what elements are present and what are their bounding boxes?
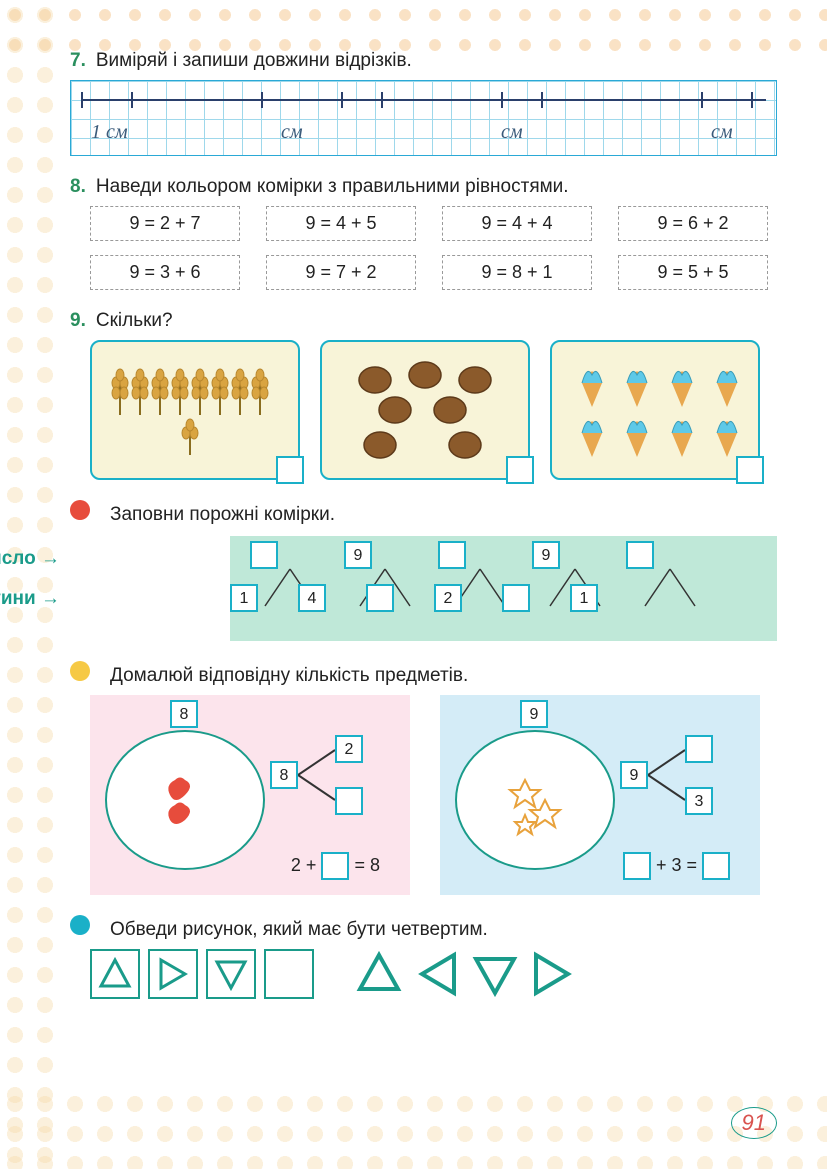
task-text: Заповни порожні комірки. bbox=[110, 504, 335, 526]
task-num: 8. bbox=[70, 176, 86, 198]
cm-unit: см bbox=[281, 121, 303, 144]
option-down[interactable] bbox=[470, 949, 520, 999]
task-num: 9. bbox=[70, 310, 86, 332]
fork-a[interactable] bbox=[685, 735, 713, 763]
blue-card: 9 9 3 + 3 = bbox=[440, 695, 760, 895]
shape-1 bbox=[90, 949, 140, 999]
equation-box: 9 = 4 + 4 bbox=[442, 206, 592, 241]
equation-box: 9 = 3 + 6 bbox=[90, 255, 240, 290]
option-up[interactable] bbox=[354, 949, 404, 999]
bot-box: 1 bbox=[570, 584, 598, 612]
equation-box: 9 = 8 + 1 bbox=[442, 255, 592, 290]
yellow-bullet-icon bbox=[70, 661, 90, 681]
task-text: Домалюй відповідну кількість предметів. bbox=[110, 665, 468, 687]
icecream-icons bbox=[562, 355, 748, 465]
top-box[interactable] bbox=[626, 541, 654, 569]
shape-4-empty[interactable] bbox=[264, 949, 314, 999]
task-10: Заповни порожні комірки. Число → Його ча… bbox=[70, 500, 777, 641]
equation: + 3 = bbox=[623, 852, 730, 880]
cm-unit: см bbox=[711, 121, 733, 144]
cm-label: 1 см bbox=[91, 121, 128, 144]
task-7: 7. Виміряй і запиши довжини відрізків. 1… bbox=[70, 50, 777, 156]
fork-diagram: 8 2 bbox=[280, 735, 380, 821]
label-parts: Його частини → bbox=[0, 588, 60, 610]
top-box: 9 bbox=[344, 541, 372, 569]
answer-box[interactable] bbox=[736, 456, 764, 484]
fork-b: 3 bbox=[685, 787, 713, 815]
options bbox=[354, 949, 578, 999]
nuts-card bbox=[320, 340, 530, 480]
shape-2 bbox=[148, 949, 198, 999]
ruler-grid: 1 см см см см bbox=[70, 80, 777, 156]
pink-card: 8 8 2 2 + = 8 bbox=[90, 695, 410, 895]
equation-box: 9 = 7 + 2 bbox=[266, 255, 416, 290]
task-text: Скільки? bbox=[96, 310, 173, 332]
task-text: Обведи рисунок, який має бути четвертим. bbox=[110, 919, 488, 941]
equation-box: 9 = 6 + 2 bbox=[618, 206, 768, 241]
pattern-sequence bbox=[90, 949, 314, 999]
bot-box: 4 bbox=[298, 584, 326, 612]
blank[interactable] bbox=[321, 852, 349, 880]
answer-box[interactable] bbox=[276, 456, 304, 484]
number-chain: 9 9 1 4 2 1 bbox=[230, 536, 777, 641]
answer-box[interactable] bbox=[506, 456, 534, 484]
red-bullet-icon bbox=[70, 500, 90, 520]
task-8: 8. Наведи кольором комірки з правильними… bbox=[70, 176, 777, 290]
label-number: Число → bbox=[0, 548, 60, 570]
fork-diagram: 9 3 bbox=[630, 735, 730, 821]
top-num: 8 bbox=[170, 700, 198, 728]
task-num: 7. bbox=[70, 50, 86, 72]
top-box: 9 bbox=[532, 541, 560, 569]
task-text: Виміряй і запиши довжини відрізків. bbox=[96, 50, 412, 72]
equation-box: 9 = 2 + 7 bbox=[90, 206, 240, 241]
fork-root: 9 bbox=[620, 761, 648, 789]
equation-box: 9 = 5 + 5 bbox=[618, 255, 768, 290]
equation-box: 9 = 4 + 5 bbox=[266, 206, 416, 241]
cm-unit: см bbox=[501, 121, 523, 144]
shape-3 bbox=[206, 949, 256, 999]
page-number: 91 bbox=[731, 1107, 777, 1139]
bot-box[interactable] bbox=[366, 584, 394, 612]
teal-bullet-icon bbox=[70, 915, 90, 935]
fork-b[interactable] bbox=[335, 787, 363, 815]
bot-box: 2 bbox=[434, 584, 462, 612]
wheat-icons bbox=[105, 355, 285, 465]
task-12: Обведи рисунок, який має бути четвертим. bbox=[70, 915, 777, 999]
nut-icons bbox=[335, 355, 515, 465]
oval bbox=[455, 730, 615, 870]
oval bbox=[105, 730, 265, 870]
equation: 2 + = 8 bbox=[291, 852, 380, 880]
top-box[interactable] bbox=[250, 541, 278, 569]
option-right[interactable] bbox=[528, 949, 578, 999]
task-9: 9. Скільки? bbox=[70, 310, 777, 480]
blank[interactable] bbox=[702, 852, 730, 880]
option-left[interactable] bbox=[412, 949, 462, 999]
fork-a: 2 bbox=[335, 735, 363, 763]
task-11: Домалюй відповідну кількість предметів. … bbox=[70, 661, 777, 895]
bot-box[interactable] bbox=[502, 584, 530, 612]
task-text: Наведи кольором комірки з правильними рі… bbox=[96, 176, 569, 198]
fork-root: 8 bbox=[270, 761, 298, 789]
blank[interactable] bbox=[623, 852, 651, 880]
top-box[interactable] bbox=[438, 541, 466, 569]
icecream-card bbox=[550, 340, 760, 480]
wheat-card bbox=[90, 340, 300, 480]
bot-box: 1 bbox=[230, 584, 258, 612]
top-num: 9 bbox=[520, 700, 548, 728]
